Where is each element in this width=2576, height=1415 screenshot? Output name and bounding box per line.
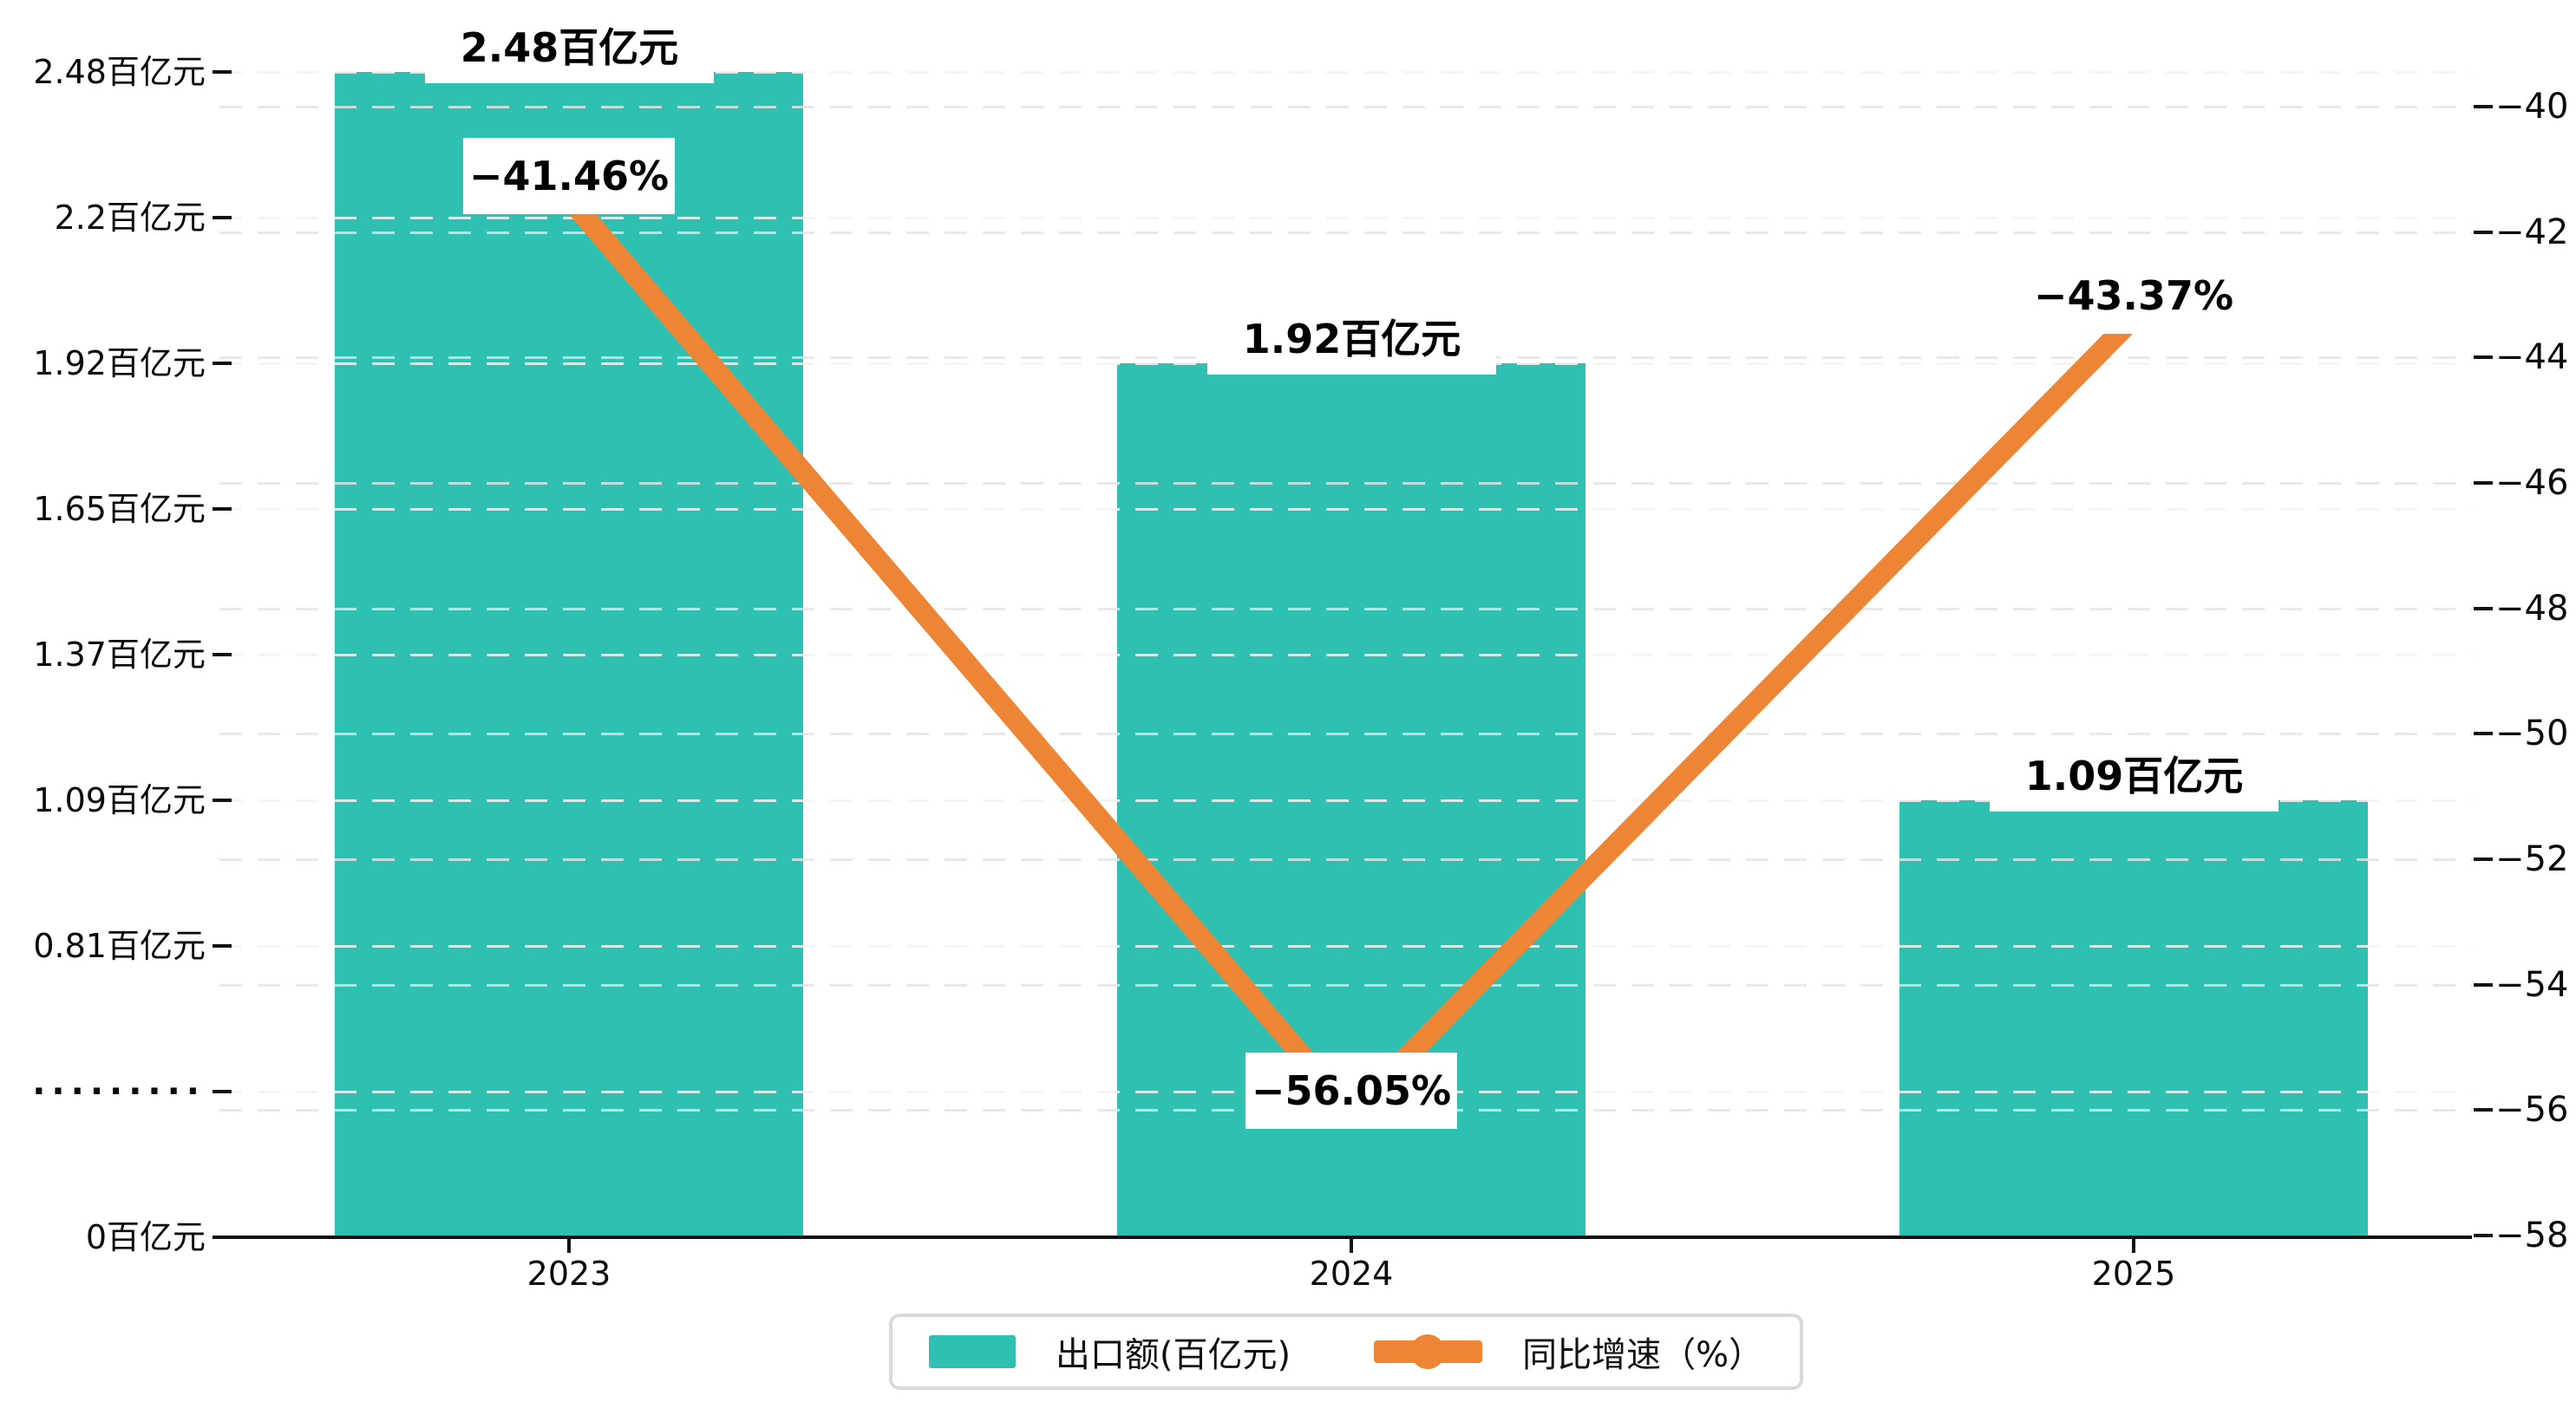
left-axis-tick-6 [212,944,232,948]
bar-2025 [1899,800,2368,1237]
right-axis-tick-1 [2474,230,2493,234]
left-axis-label-8: 0百亿元 [85,1218,206,1256]
right-axis-label-8: −56 [2495,1090,2569,1131]
left-axis-tick-8 [212,1236,232,1239]
line-value-label-2025: −43.37% [2028,257,2239,334]
left-axis-tick-4 [212,653,232,656]
right-axis-label-9: −58 [2495,1216,2569,1255]
right-axis-tick-5 [2474,732,2493,736]
bar-value-label-2023: 2.48百亿元 [425,7,714,83]
x-axis-label-2024: 2024 [1309,1255,1394,1293]
right-axis-tick-7 [2474,982,2493,987]
right-axis-tick-2 [2474,355,2493,360]
right-axis-label-6: −52 [2495,839,2569,879]
left-axis-label-3: 1.65百亿元 [33,490,206,528]
right-axis-label-7: −54 [2495,964,2569,1005]
line-value-label-2024: −56.05% [1246,1052,1457,1129]
right-axis-label-5: −50 [2495,714,2569,754]
left-axis-label-5: 1.09百亿元 [33,781,206,819]
x-axis-label-2025: 2025 [2091,1255,2176,1293]
legend-item-yoy-growth[interactable]: 同比增速（%） [1374,1327,1763,1377]
left-axis-tick-2 [212,362,232,365]
right-axis-label-2: −44 [2495,337,2569,378]
bar-value-label-2025: 1.09百亿元 [1990,735,2279,812]
x-axis-label-2023: 2023 [526,1255,611,1293]
right-axis-tick-3 [2474,481,2493,485]
legend-label-yoy-growth: 同比增速（%） [1522,1335,1764,1375]
right-axis-tick-8 [2474,1108,2493,1112]
left-axis-label-1: 2.2百亿元 [54,199,206,237]
right-axis-label-0: −40 [2495,87,2569,127]
x-axis-tick-2023 [567,1239,571,1253]
legend: 出口额(百亿元) 同比增速（%） [889,1314,1803,1390]
right-axis-tick-9 [2474,1234,2493,1237]
bar-series-swatch [928,1335,1016,1368]
left-axis-label-2: 1.92百亿元 [33,344,206,382]
left-axis-tick-0 [212,70,232,74]
x-axis-line [219,1236,2472,1239]
right-axis-tick-0 [2474,105,2493,108]
bar-2023 [335,72,803,1237]
x-axis-tick-2024 [1350,1239,1353,1253]
right-axis-label-3: −46 [2495,463,2569,503]
bar-value-label-2024: 1.92百亿元 [1207,298,1496,375]
legend-label-export-amount: 出口额(百亿元) [1055,1335,1291,1375]
left-axis-tick-7 [212,1090,232,1093]
left-axis-label-6: 0.81百亿元 [33,927,206,965]
line-value-label-2023: −41.46% [463,137,675,214]
left-axis-tick-5 [212,799,232,802]
left-axis-tick-1 [212,216,232,219]
line-marker-dot [1410,1334,1446,1369]
left-axis-tick-3 [212,507,232,511]
left-axis-label-7: ········· [32,1072,206,1112]
right-axis-label-1: −42 [2495,212,2569,252]
right-axis-tick-4 [2474,606,2493,610]
line-series-marker-icon [1374,1334,1483,1369]
right-axis-label-4: −48 [2495,588,2569,629]
left-axis-label-4: 1.37百亿元 [33,636,206,674]
x-axis-tick-2025 [2132,1239,2135,1253]
legend-item-export-amount[interactable]: 出口额(百亿元) [928,1327,1291,1377]
left-axis-label-0: 2.48百亿元 [33,53,206,91]
right-axis-tick-6 [2474,857,2493,861]
